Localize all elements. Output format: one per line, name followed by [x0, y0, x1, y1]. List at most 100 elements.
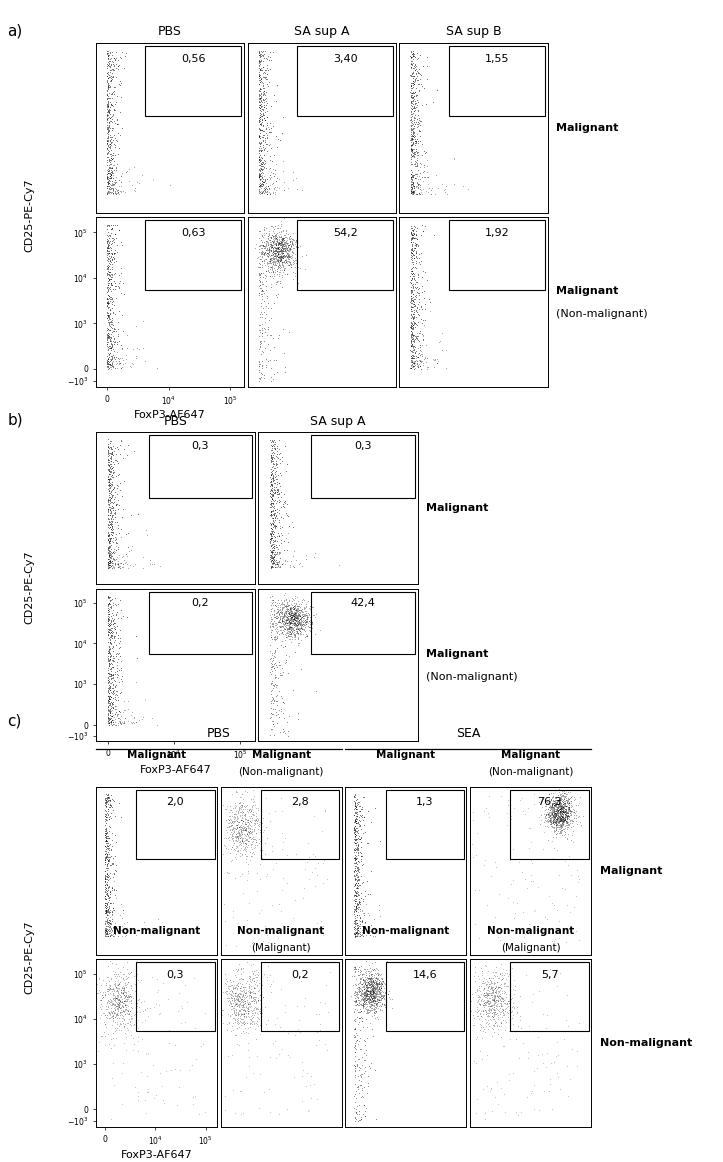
Point	[88, 1012, 100, 1031]
Point	[557, 798, 568, 817]
Point	[106, 517, 117, 536]
Point	[555, 796, 567, 815]
Point	[119, 701, 130, 719]
Point	[547, 806, 559, 825]
Point	[544, 806, 555, 825]
Point	[273, 601, 285, 619]
Point	[289, 601, 301, 619]
Point	[110, 997, 121, 1016]
Point	[549, 822, 561, 840]
Point	[350, 991, 362, 1010]
Point	[310, 682, 322, 701]
Point	[267, 261, 278, 280]
Point	[272, 447, 283, 466]
Point	[548, 805, 560, 824]
Point	[107, 615, 119, 633]
Point	[105, 553, 116, 572]
Point	[406, 356, 417, 374]
Point	[368, 973, 380, 991]
Point	[236, 846, 248, 865]
Point	[257, 243, 268, 261]
Point	[121, 546, 132, 565]
Point	[124, 1010, 135, 1028]
Point	[350, 869, 362, 888]
Point	[557, 810, 568, 829]
Point	[356, 990, 367, 1009]
Point	[413, 116, 424, 135]
Point	[281, 221, 292, 239]
Point	[277, 248, 288, 266]
Point	[103, 271, 114, 289]
Point	[479, 995, 490, 1013]
Point	[361, 987, 372, 1005]
Point	[529, 1076, 540, 1095]
Point	[549, 812, 560, 831]
Point	[283, 611, 294, 630]
Point	[102, 69, 114, 87]
Point	[276, 611, 288, 630]
Point	[283, 604, 295, 623]
Point	[104, 980, 116, 998]
Point	[105, 921, 116, 940]
Point	[108, 652, 119, 670]
Point	[539, 1082, 550, 1100]
Point	[103, 525, 114, 544]
Point	[544, 812, 555, 831]
Point	[234, 818, 245, 837]
Point	[297, 615, 309, 633]
Point	[275, 248, 286, 266]
Point	[433, 333, 445, 352]
Point	[247, 1012, 259, 1031]
Point	[315, 911, 327, 930]
Point	[297, 615, 309, 633]
Point	[121, 1000, 133, 1019]
Point	[570, 805, 582, 824]
Point	[106, 665, 117, 683]
Point	[236, 991, 247, 1010]
Point	[103, 265, 115, 284]
Point	[101, 925, 113, 944]
Point	[270, 597, 281, 616]
Point	[260, 135, 272, 153]
Point	[408, 134, 419, 152]
Point	[290, 230, 301, 249]
Point	[497, 1000, 508, 1019]
Point	[109, 273, 121, 292]
Point	[407, 182, 419, 201]
Point	[111, 676, 122, 695]
Point	[101, 119, 113, 137]
Point	[106, 96, 118, 115]
Point	[270, 236, 282, 254]
Point	[103, 293, 114, 311]
Point	[111, 704, 123, 723]
Point	[103, 263, 115, 281]
Point	[128, 1040, 140, 1059]
Point	[508, 994, 519, 1012]
Point	[277, 598, 288, 617]
Point	[226, 812, 238, 831]
Point	[271, 76, 283, 94]
Point	[411, 329, 423, 347]
Point	[260, 181, 271, 200]
Point	[99, 795, 111, 813]
Point	[552, 799, 564, 818]
Point	[236, 990, 247, 1009]
Point	[405, 332, 416, 351]
Point	[104, 174, 116, 193]
Point	[231, 820, 242, 839]
Point	[270, 517, 282, 536]
Point	[292, 615, 304, 633]
Point	[273, 1045, 285, 1063]
Point	[272, 231, 283, 250]
Point	[372, 961, 384, 980]
Point	[286, 611, 298, 630]
Point	[107, 493, 119, 511]
Point	[247, 983, 258, 1002]
Point	[409, 157, 421, 175]
Point	[267, 532, 278, 551]
Point	[111, 987, 122, 1005]
Point	[362, 982, 373, 1000]
Point	[228, 831, 240, 849]
Point	[497, 1004, 509, 1023]
Point	[266, 551, 278, 569]
